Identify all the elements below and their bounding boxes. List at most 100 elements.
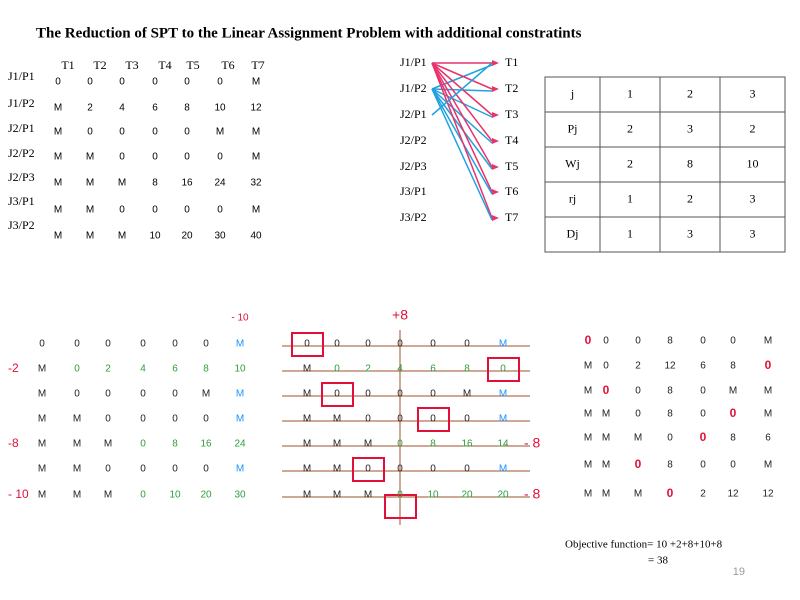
cell: M: [86, 231, 94, 242]
cell: 4: [397, 364, 403, 375]
cell: M: [252, 77, 260, 88]
cell: 0: [635, 386, 641, 397]
cell: 0: [55, 77, 61, 88]
cell: M: [729, 386, 737, 397]
cell: M: [54, 127, 62, 138]
cell: M: [364, 439, 372, 450]
cell: M: [38, 389, 46, 400]
cell: 10: [427, 490, 439, 501]
cell: 0: [700, 336, 706, 347]
cell: 0: [397, 439, 403, 450]
cell: 0: [500, 364, 506, 375]
cell: 0: [730, 460, 736, 471]
edge: [431, 88, 493, 221]
cell: 0: [430, 389, 436, 400]
table-text: 1: [627, 191, 633, 205]
cell: 0: [140, 389, 146, 400]
cell: 0: [140, 464, 146, 475]
cell: 24: [214, 178, 226, 189]
cell: 40: [250, 231, 262, 242]
cell: 0: [765, 358, 772, 372]
cell: 0: [334, 364, 340, 375]
cell: 0: [603, 336, 609, 347]
left-node: J2/P3: [400, 159, 427, 173]
cell: 0: [119, 77, 125, 88]
column-header: T3: [125, 58, 138, 72]
arrow-head: [492, 138, 499, 144]
edge: [431, 62, 493, 90]
cell: 0: [105, 464, 111, 475]
edge: [431, 62, 493, 142]
selection-box: [352, 457, 385, 482]
cell: M: [252, 127, 260, 138]
cell: 0: [397, 490, 403, 501]
column-adjustment: +8: [392, 307, 408, 323]
cell: M: [54, 178, 62, 189]
column-adjustment: - 10: [231, 313, 249, 324]
cell: 8: [667, 409, 673, 420]
cell: M: [499, 339, 507, 350]
right-node: T2: [505, 81, 518, 95]
cell: 6: [172, 364, 178, 375]
row-label: J3/P2: [8, 218, 35, 232]
page-number: 19: [733, 566, 745, 578]
cell: M: [584, 386, 592, 397]
cell: 10: [169, 490, 181, 501]
cell: 0: [74, 389, 80, 400]
cell: 0: [603, 361, 609, 372]
table-text: 10: [747, 156, 759, 170]
selection-box: [291, 332, 324, 357]
cell: 0: [603, 383, 610, 397]
cell: M: [634, 433, 642, 444]
cell: 0: [172, 339, 178, 350]
cell: 0: [397, 339, 403, 350]
cell: 0: [203, 339, 209, 350]
cell: M: [303, 389, 311, 400]
cell: M: [764, 460, 772, 471]
cell: 0: [184, 77, 190, 88]
cell: 0: [74, 339, 80, 350]
edge: [431, 62, 493, 193]
row-label: J3/P1: [8, 194, 35, 208]
edge: [431, 62, 493, 219]
objective: Objective function= 10 +2+8+10+8: [565, 539, 723, 551]
cell: M: [764, 336, 772, 347]
cell: M: [118, 231, 126, 242]
cell: M: [584, 409, 592, 420]
table-text: 2: [750, 121, 756, 135]
column-header: T4: [158, 58, 171, 72]
cell: 8: [184, 103, 190, 114]
cell: 20: [181, 231, 193, 242]
cell: 0: [667, 433, 673, 444]
cell: 16: [200, 439, 212, 450]
cell: 30: [214, 231, 226, 242]
cell: M: [333, 414, 341, 425]
table-text: 3: [750, 86, 756, 100]
cell: M: [303, 414, 311, 425]
cell: M: [584, 460, 592, 471]
table-text: Dj: [567, 226, 579, 240]
cell: M: [602, 433, 610, 444]
cell: 0: [105, 339, 111, 350]
right-node: T5: [505, 159, 518, 173]
table-text: 2: [627, 156, 633, 170]
cell: 0: [635, 409, 641, 420]
cell: 0: [203, 414, 209, 425]
column-header: T5: [186, 58, 199, 72]
row-adjustment: - 10: [8, 487, 29, 501]
cell: M: [463, 389, 471, 400]
cell: 0: [172, 464, 178, 475]
cell: M: [54, 205, 62, 216]
row-label: J2/P3: [8, 170, 35, 184]
cell: 8: [172, 439, 178, 450]
cell: 0: [140, 439, 146, 450]
cell: M: [499, 414, 507, 425]
row-label: J2/P1: [8, 121, 35, 135]
arrow-head: [492, 164, 499, 170]
cell: 0: [365, 339, 371, 350]
cell: M: [236, 414, 244, 425]
slide-title: The Reduction of SPT to the Linear Assig…: [36, 25, 582, 41]
cell: 12: [762, 489, 774, 500]
cell: 0: [700, 409, 706, 420]
